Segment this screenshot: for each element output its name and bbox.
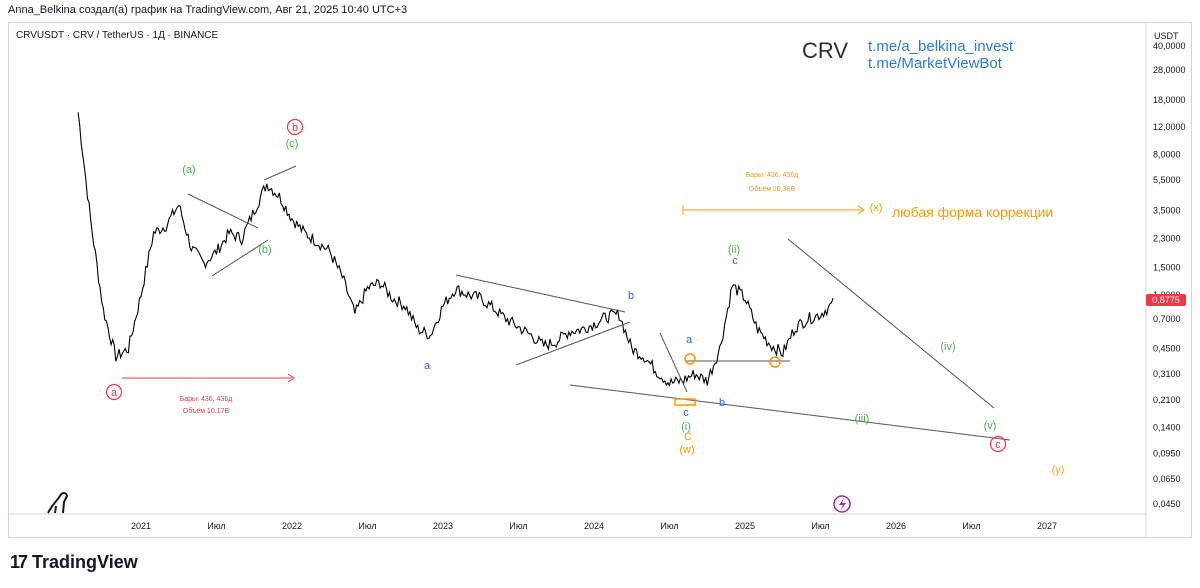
wave-label: C — [684, 431, 692, 443]
wave-label: b — [292, 122, 298, 134]
x-tick-label: Июл — [660, 521, 678, 531]
y-tick-label: 5,5000 — [1153, 175, 1181, 185]
dino-icon — [47, 492, 69, 514]
wave-label: c — [683, 407, 689, 419]
brand-name: TradingView — [32, 552, 138, 572]
wave-label: (i) — [681, 421, 691, 433]
wave-label: (c) — [286, 138, 299, 150]
trendlines — [187, 165, 1011, 441]
last-price-badge — [1146, 294, 1186, 306]
x-tick-label: 2025 — [735, 521, 755, 531]
x-axis: 2021 Июл 2022 Июл 2023 Июл 2024 Июл 2025 Июл 2026 И… — [131, 521, 1057, 531]
wave-label: a — [424, 360, 431, 372]
wave-label-circle — [989, 435, 1007, 453]
symbol-line[interactable]: CRVUSDT · CRV / TetherUS · 1Д · BINANCE — [16, 30, 219, 41]
price-series — [77, 112, 834, 387]
y-tick-label: 12,0000 — [1153, 122, 1186, 132]
wave-label: (a) — [182, 164, 195, 176]
y-tick-label: 0,2100 — [1153, 395, 1181, 405]
wave-label: c — [732, 255, 738, 267]
y-tick-label: 2,3000 — [1153, 234, 1181, 244]
x-tick-label: 2026 — [886, 521, 906, 531]
wave-label: (x) — [870, 202, 883, 214]
range2-bars: Бары: 436, 436д — [746, 172, 799, 179]
currency-label: USDT — [1154, 31, 1179, 41]
wave-label-circle — [286, 118, 304, 136]
orange-markers — [674, 353, 781, 406]
y-tick-label: 0,1400 — [1153, 423, 1181, 433]
chart-frame — [8, 22, 1192, 538]
date-range-1[interactable]: Бары: 436, 436д Объём 10,17B — [122, 373, 295, 415]
x-tick-label: Июл — [358, 521, 376, 531]
tradingview-logo[interactable]: 17 TradingView — [10, 552, 138, 573]
wave-label: (v) — [984, 420, 997, 432]
y-tick-label: 0,4500 — [1153, 344, 1181, 354]
tradingview-mark-icon: 17 — [10, 552, 28, 572]
wave-labels: ab(c)(a)(b)abacbc(ii)(i)C(w)(x)(iii)(iv)… — [105, 118, 1065, 476]
wave-label-circle — [105, 383, 123, 401]
y-tick-label: 1,5000 — [1153, 263, 1181, 273]
wave-label: (ii) — [728, 244, 740, 256]
telegram-link-2[interactable]: t.me/MarketViewBot — [868, 55, 1002, 72]
y-tick-label: 28,0000 — [1153, 65, 1186, 75]
wave-label: a — [111, 387, 118, 399]
y-tick-label: 0,0950 — [1153, 449, 1181, 459]
wave-label: a — [686, 334, 693, 346]
wave-label: c — [995, 439, 1001, 451]
chart-attribution: Anna_Belkina создал(а) график на Trading… — [8, 4, 408, 16]
wave-label: b — [719, 397, 725, 409]
x-tick-label: Июл — [509, 521, 527, 531]
links-block: t.me/a_belkina_invest t.me/MarketViewBot — [868, 38, 1013, 72]
range1-volume: Объём 10,17B — [183, 407, 230, 415]
y-tick-label: 8,0000 — [1153, 150, 1181, 160]
last-price-text: 0,8775 — [1152, 295, 1180, 305]
wave-label: (iv) — [940, 341, 955, 353]
x-tick-label: Июл — [811, 521, 829, 531]
wave-label: b — [628, 290, 634, 302]
y-tick-label: 40,0000 — [1153, 41, 1186, 51]
y-tick-label: 0,7000 — [1153, 314, 1181, 324]
wave-label: (y) — [1052, 464, 1065, 476]
wave-label: (b) — [258, 244, 271, 256]
y-tick-label: 18,0000 — [1153, 95, 1186, 105]
y-tick-label: 0,0450 — [1153, 499, 1181, 509]
x-tick-label: 2024 — [584, 521, 604, 531]
y-tick-label: 0,0650 — [1153, 474, 1181, 484]
x-tick-label: Июл — [207, 521, 225, 531]
y-tick-label: 3,5000 — [1153, 205, 1181, 215]
x-tick-label: 2021 — [131, 521, 151, 531]
x-tick-label: 2022 — [282, 521, 302, 531]
x-tick-label: Июл — [962, 521, 980, 531]
telegram-link-1[interactable]: t.me/a_belkina_invest — [868, 38, 1014, 55]
x-tick-label: 2027 — [1037, 521, 1057, 531]
wave-label: (w) — [679, 444, 694, 456]
y-tick-label: 0,3100 — [1153, 369, 1181, 379]
range1-bars: Бары: 436, 436д — [180, 396, 233, 403]
wave-label: (iii) — [855, 413, 870, 425]
range2-volume: Объём 26,38B — [749, 185, 796, 193]
lightning-icon[interactable] — [833, 495, 851, 513]
date-range-2[interactable]: Бары: 436, 436д Объём 26,38B — [682, 172, 865, 215]
correction-note: любая форма коррекции — [892, 204, 1053, 220]
ticker-watermark: CRV — [802, 38, 849, 63]
x-tick-label: 2023 — [433, 521, 453, 531]
y-axis: 0,0450 0,0650 0,0950 0,1400 0,2100 0,3100 0,45… — [1153, 41, 1186, 509]
